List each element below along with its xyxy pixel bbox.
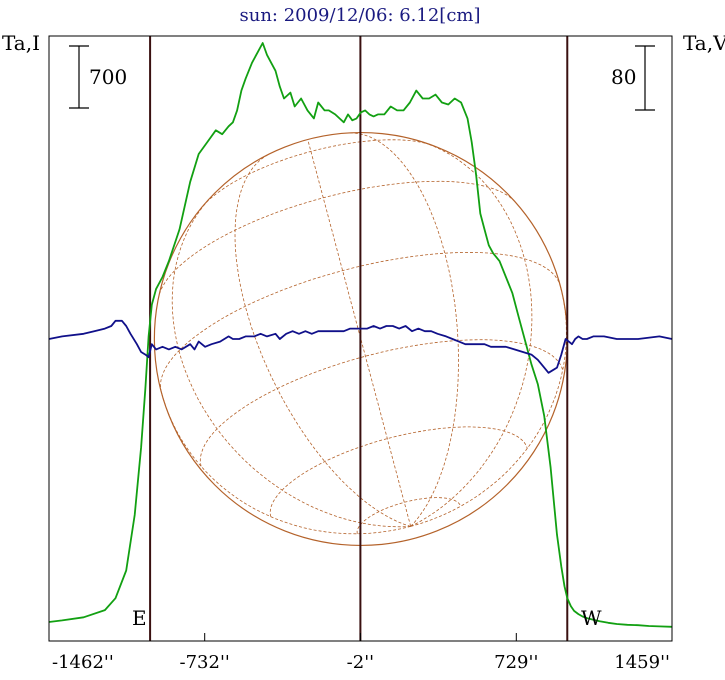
scale-bar-left: 700 <box>69 45 127 109</box>
stokes-i-curve <box>48 42 673 628</box>
parallel-line <box>160 251 561 393</box>
x-tick-label: 729'' <box>494 652 538 673</box>
x-axis: -1462'' -732'' -2'' 729'' 1459'' <box>48 633 673 673</box>
x-tick-label: -1462'' <box>52 652 114 673</box>
meridian-line <box>410 142 533 527</box>
parallel-line <box>356 497 461 534</box>
parallel-line <box>269 426 528 517</box>
scale-bar-left-label: 700 <box>89 65 127 89</box>
west-limb-label: W <box>581 606 602 630</box>
x-tick-label: -732'' <box>180 652 230 673</box>
parallel-line <box>202 139 432 207</box>
meridian-line <box>410 285 567 527</box>
chart-title: sun: 2009/12/06: 6.12[cm] <box>239 5 480 26</box>
scale-bar-right: 80 <box>611 45 655 111</box>
left-axis-label: Ta,I <box>2 31 40 55</box>
x-tick-label: -2'' <box>347 652 374 673</box>
meridian-line <box>349 132 459 527</box>
right-axis-label: Ta,V <box>683 31 725 55</box>
parallel-line <box>159 180 514 295</box>
east-limb-label: E <box>132 606 147 630</box>
series-layer <box>48 42 673 628</box>
parallel-line <box>199 339 564 467</box>
meridian-line <box>171 200 411 528</box>
stokes-v-curve <box>48 319 673 374</box>
meridian-line <box>307 139 412 527</box>
x-tick-label: 1459'' <box>614 652 670 673</box>
scale-bar-right-label: 80 <box>611 65 636 89</box>
limb-markers <box>149 36 569 641</box>
meridian-line <box>160 391 411 535</box>
meridian-line <box>234 154 411 527</box>
